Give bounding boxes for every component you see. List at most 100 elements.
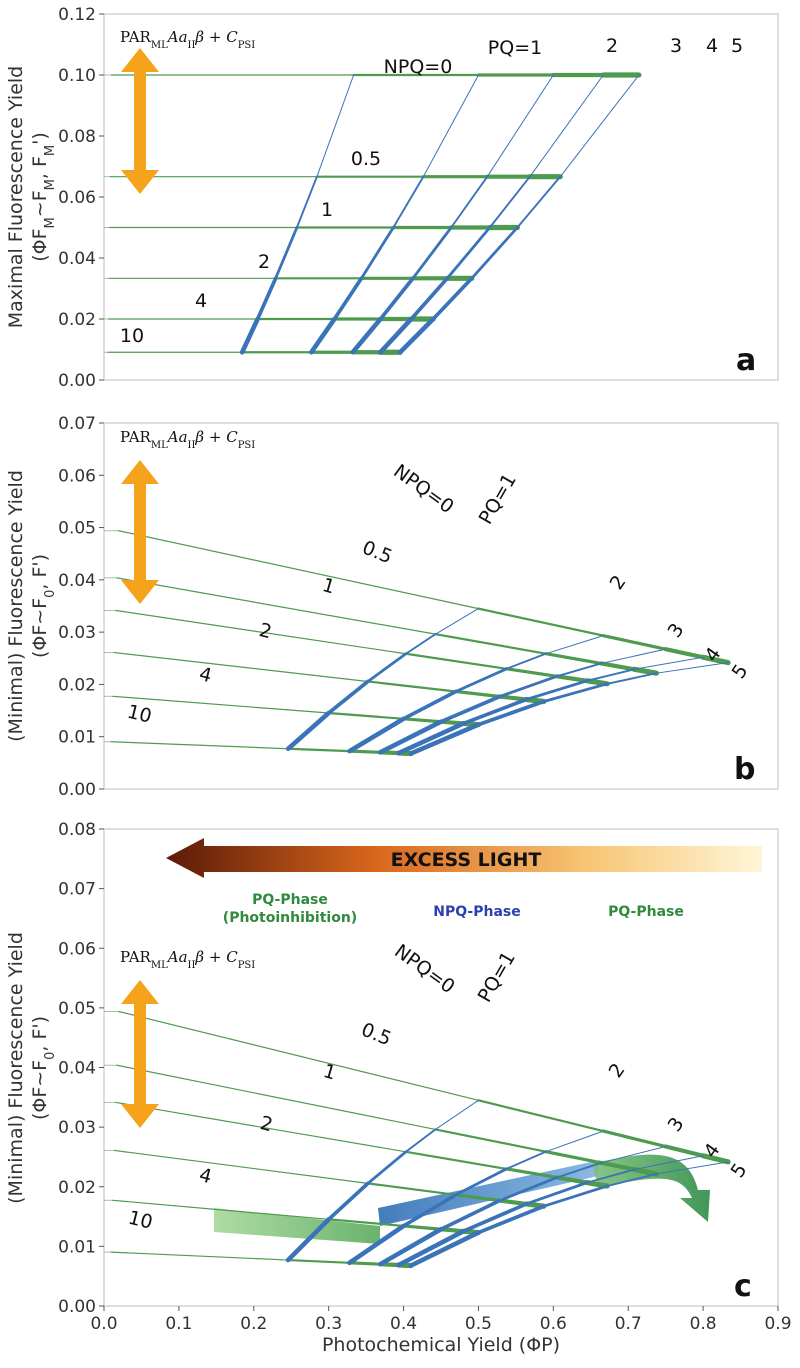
npq-curve-segment bbox=[497, 694, 529, 702]
panel-b: 0.00 0.01 0.02 0.03 0.04 0.05 0.06 0.07 (Minima… bbox=[5, 414, 779, 800]
pq-curve-segment bbox=[655, 662, 729, 674]
npq-curve-segment bbox=[631, 1166, 660, 1177]
y-tick-label: 0.02 bbox=[58, 1178, 96, 1198]
pq-label-1: PQ=1 bbox=[488, 37, 542, 59]
y-axis-title: (Minimal) Fluorescence Yield bbox=[5, 470, 27, 742]
pq-curve-segment bbox=[488, 175, 531, 229]
pq-curve-segment bbox=[378, 276, 415, 321]
formula-label: PARMLAaIIβ + CPSI bbox=[120, 948, 255, 971]
npq-label-4: 4 bbox=[195, 290, 207, 312]
npq-curve-segment bbox=[599, 1160, 637, 1172]
npq-curve-segment bbox=[287, 1258, 351, 1264]
phase-label-npq: NPQ-Phase bbox=[433, 904, 520, 920]
pq-curve-segment bbox=[633, 1155, 704, 1170]
pq-curve-segment bbox=[439, 1198, 502, 1232]
phase-label-pq-photoinhibition-sub: (Photoinhibition) bbox=[223, 910, 357, 926]
x-tick-label: 0.0 bbox=[90, 1314, 117, 1334]
npq-curve-segment bbox=[663, 1144, 706, 1158]
npq-label-4: 4 bbox=[197, 1164, 214, 1188]
npq-label-2: 2 bbox=[257, 619, 274, 643]
y-tick-label: 0.01 bbox=[58, 1237, 96, 1257]
x-tick-label: 0.2 bbox=[240, 1314, 267, 1334]
series-layer bbox=[104, 1010, 731, 1269]
npq-curve-segment bbox=[116, 577, 437, 635]
pq-curve-segment bbox=[545, 1130, 604, 1153]
y-axis-title-sub: (ΦF~F0, F') bbox=[29, 1016, 58, 1120]
pq-curve-segment bbox=[431, 276, 474, 321]
pq-curve-segment bbox=[409, 276, 450, 321]
npq-label-2: 2 bbox=[258, 251, 270, 273]
npq-curve-segment bbox=[115, 1101, 407, 1153]
panel-a: 0.00 0.02 0.04 0.06 0.08 0.10 0.12 Maximal Flu… bbox=[5, 5, 779, 391]
pq-curve-segment bbox=[545, 635, 604, 655]
y-tick-label: 0.07 bbox=[58, 414, 96, 434]
x-tick-label: 0.5 bbox=[465, 1314, 492, 1334]
panel-letter: c bbox=[734, 1269, 752, 1304]
x-tick-label: 0.9 bbox=[764, 1314, 791, 1334]
series-layer bbox=[104, 530, 731, 757]
y-tick-label: 0.00 bbox=[58, 780, 96, 800]
pq-curve-segment bbox=[461, 697, 529, 726]
npq-curve-segment bbox=[287, 747, 351, 753]
pq-curve-segment bbox=[377, 1226, 444, 1267]
pq-curve-segment bbox=[396, 1228, 466, 1268]
npq-curve-segment bbox=[110, 1251, 289, 1261]
y-tick-label: 0.05 bbox=[58, 999, 96, 1019]
double-arrow-icon bbox=[121, 980, 159, 1128]
pq-curve-segment bbox=[377, 719, 444, 755]
pq-label-5: 5 bbox=[728, 660, 753, 683]
npq-curve-segment bbox=[434, 633, 548, 655]
npq-phase-band bbox=[378, 1160, 600, 1226]
npq-curve-segment bbox=[404, 652, 508, 670]
phase-label-pq-photoinhibition: PQ-Phase bbox=[252, 892, 328, 908]
formula-label: PARMLAaIIβ + CPSI bbox=[120, 428, 255, 451]
pq-curve-segment bbox=[392, 175, 425, 229]
pq-phase-photoinhibition-band bbox=[214, 1208, 380, 1244]
pq-curve-segment bbox=[445, 226, 492, 280]
pq-label-5: 5 bbox=[727, 1159, 752, 1182]
npq-curve-segment bbox=[401, 717, 443, 724]
npq-curve-segment bbox=[327, 711, 405, 720]
pq-curve-segment bbox=[498, 674, 559, 698]
panel-letter: a bbox=[736, 343, 756, 378]
pq-curve-segment bbox=[524, 679, 589, 701]
npq-curve-segment bbox=[110, 741, 289, 750]
y-tick-label: 0.08 bbox=[58, 820, 96, 840]
pq-curve-segment bbox=[542, 1184, 609, 1208]
npq-curve-segment bbox=[115, 609, 407, 655]
npq-label-1: 1 bbox=[321, 1060, 339, 1084]
npq-curve-segment bbox=[118, 1010, 480, 1101]
pq-curve-segment bbox=[633, 656, 704, 670]
y-tick-label: 0.05 bbox=[58, 519, 96, 539]
npq-label-10: 10 bbox=[125, 701, 154, 728]
panel-c: 0.00 0.01 0.02 0.03 0.04 0.05 0.06 0.07 0.08 EXC… bbox=[5, 820, 779, 1317]
pq-curve-segment bbox=[486, 74, 554, 178]
pq-curve-segment bbox=[655, 1161, 729, 1175]
pq-curve-segment bbox=[401, 689, 458, 721]
pq-curve-segment bbox=[295, 175, 318, 229]
pq-curve-segment bbox=[461, 1202, 529, 1234]
y-tick-label: 0.03 bbox=[58, 1118, 96, 1138]
npq-curve-segment bbox=[700, 654, 731, 666]
pq-curve-segment bbox=[505, 652, 547, 670]
pq-curve-segment bbox=[470, 226, 519, 280]
npq-curve-segment bbox=[700, 1153, 731, 1165]
npq-curve-segment bbox=[113, 1149, 369, 1184]
npq-curve-segment bbox=[601, 634, 668, 651]
pq-curve-segment bbox=[524, 1181, 589, 1206]
pq-curve-segment bbox=[360, 226, 395, 280]
y-tick-label: 0.06 bbox=[58, 466, 96, 486]
pq-curve-segment bbox=[454, 1167, 508, 1197]
pq-label-2: 2 bbox=[606, 35, 618, 57]
y-tick-label: 0.02 bbox=[58, 675, 96, 695]
npq-curve-segment bbox=[601, 1129, 668, 1149]
y-ticks: 0.00 0.01 0.02 0.03 0.04 0.05 0.06 0.07 bbox=[58, 414, 104, 800]
y-tick-label: 0.00 bbox=[58, 1297, 96, 1317]
pq-label-4: 4 bbox=[706, 35, 718, 57]
x-axis: 0.0 0.1 0.2 0.3 0.4 0.5 0.6 0.7 0.8 0.9 bbox=[90, 1306, 792, 1334]
npq-label-1: 1 bbox=[321, 199, 333, 221]
npq-curve-segment bbox=[112, 695, 330, 714]
x-tick-label: 0.1 bbox=[165, 1314, 192, 1334]
pq-label-5: 5 bbox=[731, 35, 743, 57]
